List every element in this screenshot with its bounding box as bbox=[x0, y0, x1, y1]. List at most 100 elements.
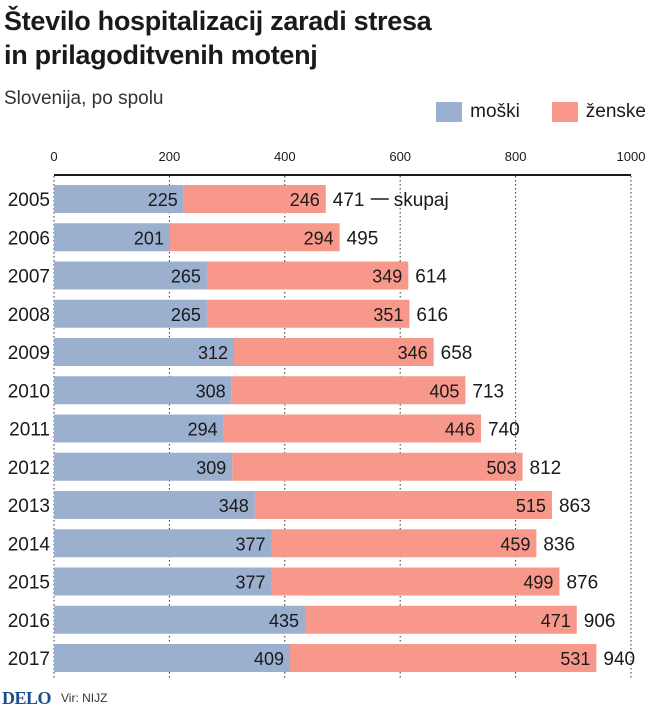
total-label-2010: 713 bbox=[472, 381, 504, 402]
x-tick-label-600: 600 bbox=[389, 149, 411, 164]
y-label-2012: 2012 bbox=[8, 458, 50, 479]
bar-men-2005 bbox=[54, 185, 184, 213]
value-label-men-2016: 435 bbox=[269, 611, 299, 631]
y-label-2008: 2008 bbox=[8, 305, 50, 326]
y-label-2010: 2010 bbox=[8, 381, 50, 402]
delo-logo: DELO bbox=[2, 687, 52, 708]
total-label-2006: 495 bbox=[347, 228, 379, 249]
y-label-2013: 2013 bbox=[8, 496, 50, 517]
total-annotation-label: skupaj bbox=[394, 190, 449, 211]
value-label-women-2017: 531 bbox=[560, 649, 590, 669]
value-label-men-2011: 294 bbox=[188, 420, 218, 440]
bar-men-2016 bbox=[54, 605, 305, 634]
bar-men-2015 bbox=[54, 567, 272, 596]
legend-label-men: moški bbox=[470, 101, 520, 122]
bar-women-2016 bbox=[304, 605, 577, 634]
value-label-men-2005: 225 bbox=[148, 190, 178, 210]
value-label-men-2015: 377 bbox=[235, 573, 265, 593]
source-note: Vir: NIJZ bbox=[61, 691, 108, 705]
chart-title-line-2: in prilagoditvenih motenj bbox=[4, 40, 318, 70]
bar-women-2011 bbox=[223, 414, 481, 443]
bar-men-2011 bbox=[54, 414, 224, 443]
bar-women-2006 bbox=[169, 223, 340, 252]
total-label-2008: 616 bbox=[416, 305, 448, 326]
value-label-men-2010: 308 bbox=[196, 381, 226, 401]
x-tick-label-800: 800 bbox=[505, 149, 527, 164]
value-label-men-2017: 409 bbox=[254, 649, 284, 669]
bar-women-2008 bbox=[206, 299, 410, 328]
value-label-men-2008: 265 bbox=[171, 305, 201, 325]
chart-title: Število hospitalizacij zaradi stresa in p… bbox=[4, 4, 432, 72]
total-label-2009: 658 bbox=[441, 343, 473, 364]
y-label-2009: 2009 bbox=[8, 343, 50, 364]
value-label-women-2006: 294 bbox=[304, 228, 334, 248]
bar-men-2013 bbox=[54, 491, 255, 519]
value-label-men-2006: 201 bbox=[134, 228, 164, 248]
bar-women-2013 bbox=[254, 491, 552, 519]
y-label-2011: 2011 bbox=[9, 420, 50, 441]
bar-women-2014 bbox=[271, 529, 537, 558]
x-tick-label-400: 400 bbox=[274, 149, 296, 164]
bar-women-2017 bbox=[289, 644, 597, 672]
value-label-men-2007: 265 bbox=[171, 267, 201, 287]
x-tick-label-0: 0 bbox=[50, 149, 57, 164]
chart-subtitle: Slovenija, po spolu bbox=[4, 88, 164, 109]
total-label-2013: 863 bbox=[559, 496, 591, 517]
value-label-women-2007: 349 bbox=[372, 267, 402, 287]
bar-women-2009 bbox=[234, 338, 434, 366]
total-label-2012: 812 bbox=[530, 458, 562, 479]
chart-legend: moški ženske bbox=[418, 101, 660, 123]
total-label-2016: 906 bbox=[584, 611, 616, 632]
value-label-women-2014: 459 bbox=[500, 534, 530, 554]
bar-women-2015 bbox=[271, 567, 560, 596]
value-label-women-2008: 351 bbox=[373, 305, 403, 325]
y-label-2015: 2015 bbox=[8, 573, 50, 594]
bar-women-2007 bbox=[206, 261, 409, 290]
x-tick-label-1000: 1000 bbox=[617, 149, 646, 164]
legend-swatch-women bbox=[551, 102, 578, 122]
bar-men-2006 bbox=[54, 223, 170, 252]
total-label-2005: 471 bbox=[333, 190, 365, 211]
bar-men-2009 bbox=[54, 338, 235, 366]
bar-men-2017 bbox=[54, 644, 290, 672]
y-label-2007: 2007 bbox=[8, 267, 50, 288]
total-label-2017: 940 bbox=[603, 649, 635, 670]
value-label-women-2010: 405 bbox=[429, 381, 459, 401]
bar-men-2014 bbox=[54, 529, 272, 558]
chart-title-line-1: Število hospitalizacij zaradi stresa bbox=[4, 6, 432, 36]
y-label-2016: 2016 bbox=[8, 611, 50, 632]
bar-women-2005 bbox=[183, 185, 326, 213]
value-label-women-2005: 246 bbox=[290, 190, 320, 210]
legend-item-men: moški bbox=[436, 101, 520, 123]
y-label-2017: 2017 bbox=[8, 649, 50, 670]
stacked-bar-chart: 0 200 400 600 800 1000 2005 225 246 471 skupaj 2006… bbox=[8, 149, 646, 680]
bar-women-2012 bbox=[232, 452, 523, 481]
value-label-men-2009: 312 bbox=[198, 343, 228, 363]
bar-women-2010 bbox=[231, 376, 466, 405]
value-label-men-2012: 309 bbox=[196, 458, 226, 478]
value-label-women-2016: 471 bbox=[541, 611, 571, 631]
value-label-women-2013: 515 bbox=[516, 496, 546, 516]
value-label-women-2009: 346 bbox=[398, 343, 428, 363]
total-label-2014: 836 bbox=[543, 534, 575, 555]
bar-men-2008 bbox=[54, 299, 207, 328]
x-tick-label-200: 200 bbox=[159, 149, 181, 164]
y-label-2014: 2014 bbox=[8, 534, 51, 555]
legend-swatch-men bbox=[436, 102, 463, 122]
bar-men-2012 bbox=[54, 452, 233, 481]
y-label-2006: 2006 bbox=[8, 228, 50, 249]
value-label-women-2015: 499 bbox=[523, 573, 553, 593]
bar-men-2007 bbox=[54, 261, 207, 290]
value-label-women-2011: 446 bbox=[445, 420, 475, 440]
value-label-women-2012: 503 bbox=[486, 458, 516, 478]
total-label-2007: 614 bbox=[415, 267, 447, 288]
footer: DELO Vir: NIJZ bbox=[0, 684, 660, 712]
bar-men-2010 bbox=[54, 376, 232, 405]
total-label-2015: 876 bbox=[566, 573, 598, 594]
legend-label-women: ženske bbox=[585, 101, 646, 122]
legend-item-women: ženske bbox=[551, 101, 646, 123]
y-label-2005: 2005 bbox=[8, 190, 50, 211]
total-label-2011: 740 bbox=[488, 420, 520, 441]
value-label-men-2013: 348 bbox=[219, 496, 249, 516]
value-label-men-2014: 377 bbox=[235, 534, 265, 554]
